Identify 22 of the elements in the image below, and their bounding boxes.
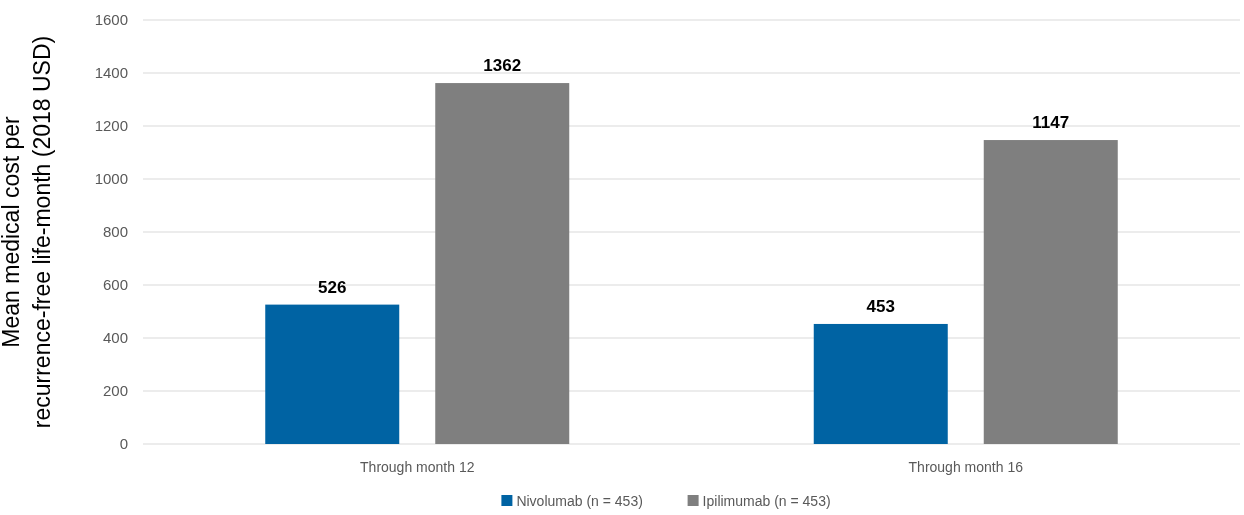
bar <box>983 140 1118 444</box>
y-tick-label: 200 <box>102 382 128 400</box>
y-tick-label: 1200 <box>94 117 128 135</box>
y-axis-title: Mean medical cost per recurrence-free life-month (2018 USD) <box>0 35 55 429</box>
data-label: 1362 <box>483 56 522 76</box>
y-tick-label: 800 <box>102 223 128 241</box>
y-tick-label: 1600 <box>94 11 128 29</box>
y-tick-label: 400 <box>102 329 128 347</box>
x-tick-label: Through month 16 <box>908 459 1024 475</box>
x-tick-label: Through month 12 <box>360 459 475 475</box>
bar <box>265 304 400 444</box>
y-tick-label: 600 <box>102 276 128 294</box>
legend-label: Nivolumab (n = 453) <box>516 492 643 509</box>
y-tick-label: 1400 <box>94 64 128 82</box>
legend-label: Ipilimumab (n = 453) <box>702 492 831 509</box>
bar <box>435 83 570 444</box>
y-tick-label: 0 <box>119 435 128 453</box>
bar <box>813 323 948 444</box>
data-label: 526 <box>318 277 347 297</box>
data-label: 453 <box>866 296 895 316</box>
data-label: 1147 <box>1032 113 1070 133</box>
y-tick-label: 1000 <box>94 170 128 188</box>
